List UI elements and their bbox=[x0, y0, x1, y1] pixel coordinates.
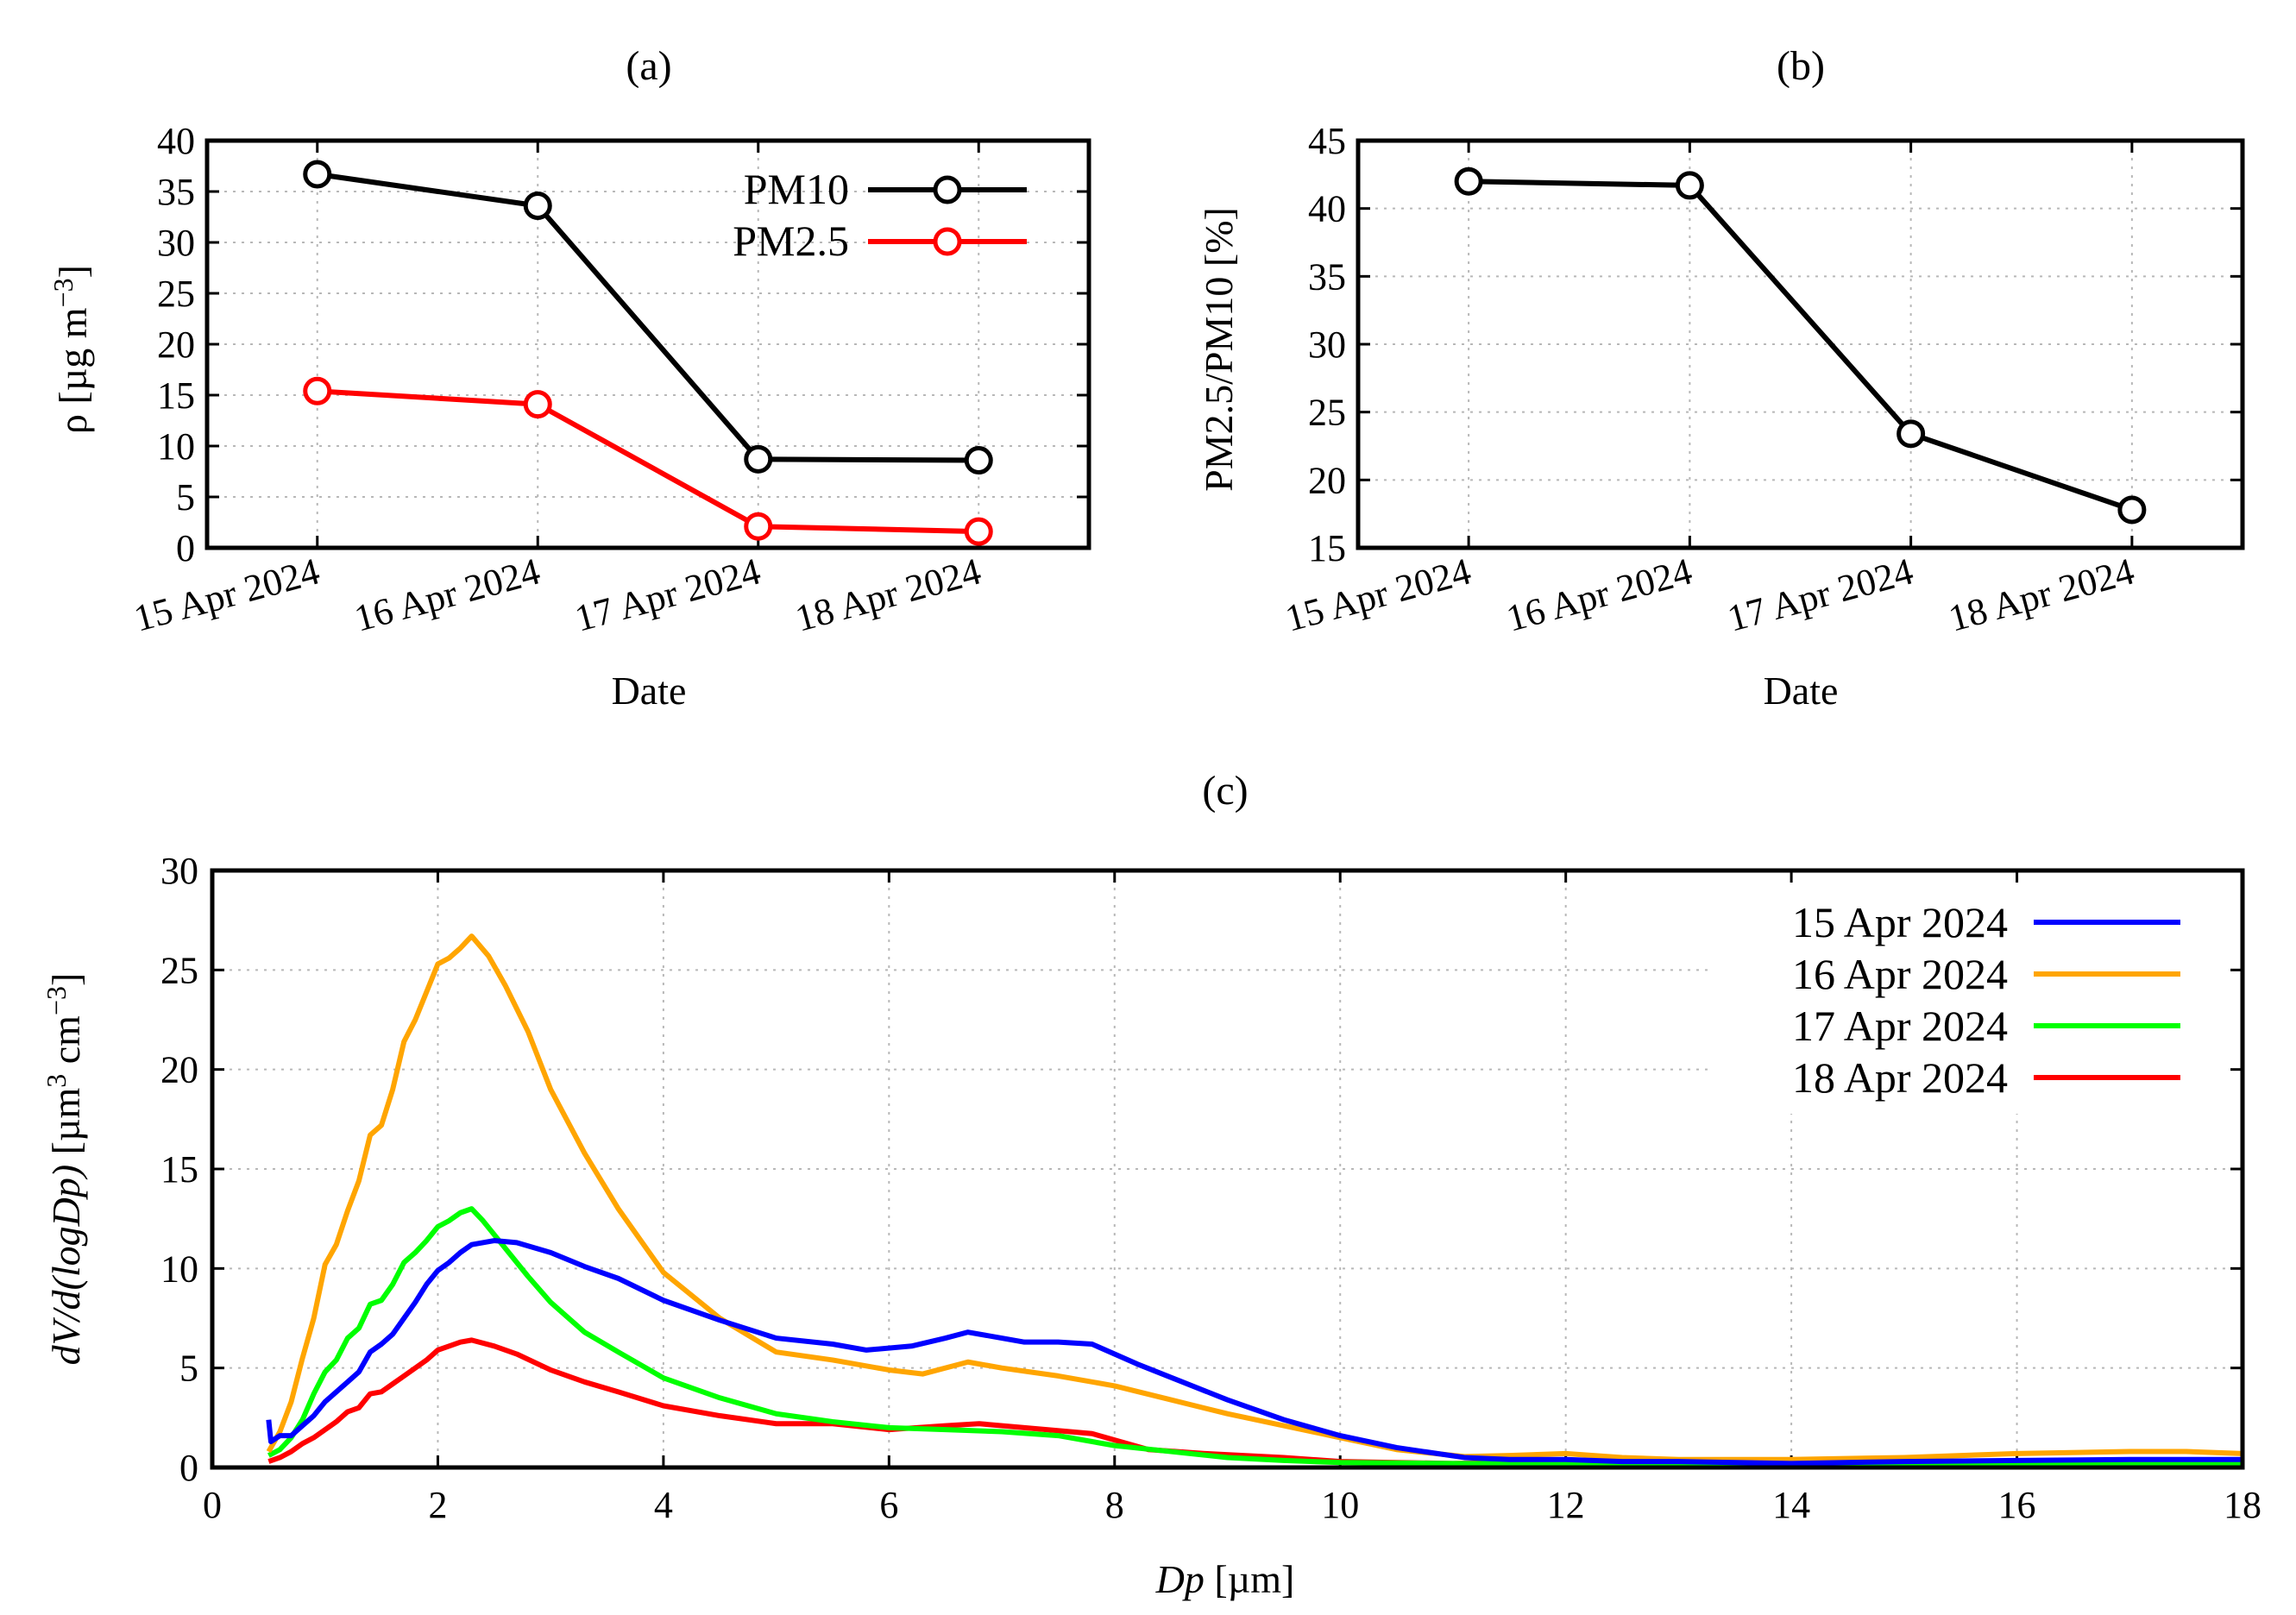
panel-c-title: (c) bbox=[1202, 768, 1248, 814]
data-point bbox=[744, 512, 773, 541]
data-point bbox=[303, 376, 332, 405]
data-point bbox=[523, 192, 552, 221]
legend-label: 18 Apr 2024 bbox=[1792, 1053, 2008, 1102]
y-tick-label: 0 bbox=[176, 527, 195, 569]
y-tick-label: 5 bbox=[176, 476, 195, 518]
y-tick-label: 20 bbox=[1308, 459, 1346, 501]
data-point bbox=[303, 160, 332, 189]
plot-frame bbox=[1356, 138, 2245, 550]
x-tick-label: 15 Apr 2024 bbox=[129, 550, 324, 639]
data-point bbox=[1454, 167, 1483, 196]
panel-a-ylabel: ρ [µg m−3] bbox=[47, 265, 95, 434]
x-tick-label: 17 Apr 2024 bbox=[1723, 550, 1917, 639]
y-tick-label: 40 bbox=[157, 120, 195, 162]
series-line-ratio bbox=[1469, 179, 2133, 512]
x-tick-label: 16 Apr 2024 bbox=[350, 550, 544, 639]
y-tick-label: 35 bbox=[157, 171, 195, 213]
data-point bbox=[1897, 419, 1926, 449]
series-line-16-Apr-2024 bbox=[266, 933, 2243, 1462]
legend-marker bbox=[933, 175, 962, 204]
series-line-17-Apr-2024 bbox=[267, 1206, 2243, 1467]
x-tick-label: 18 Apr 2024 bbox=[1944, 550, 2138, 639]
y-tick-label: 20 bbox=[157, 324, 195, 366]
y-tick-label: 15 bbox=[1308, 527, 1346, 569]
panel-b-xlabel: Date bbox=[1764, 669, 1839, 713]
y-tick-label: 45 bbox=[1308, 120, 1346, 162]
legend-label: 16 Apr 2024 bbox=[1792, 950, 2008, 998]
data-point bbox=[523, 390, 552, 419]
y-tick-label: 25 bbox=[160, 949, 198, 991]
y-tick-label: 15 bbox=[157, 374, 195, 417]
x-tick-label: 0 bbox=[203, 1484, 222, 1526]
series-line-PM10 bbox=[317, 171, 979, 463]
y-tick-label: 20 bbox=[160, 1049, 198, 1091]
y-tick-label: 40 bbox=[1308, 188, 1346, 230]
x-tick-label: 14 bbox=[1772, 1484, 1810, 1526]
data-point bbox=[1675, 171, 1704, 200]
x-tick-label: 16 bbox=[1998, 1484, 2036, 1526]
x-tick-label: 10 bbox=[1321, 1484, 1359, 1526]
panel-c-ylabel: dV/d(logDp) [µm3 cm−3] bbox=[41, 973, 88, 1366]
x-tick-label: 16 Apr 2024 bbox=[1502, 550, 1696, 639]
panel-a-plot: 0 5 10 15 20 25 30 35 40 15 Apr 2024 16 Apr 2024 17… bbox=[129, 120, 1091, 640]
y-tick-label: 15 bbox=[160, 1148, 198, 1191]
x-tick-label: 18 Apr 2024 bbox=[791, 550, 985, 639]
panel-b-title: (b) bbox=[1777, 43, 1825, 89]
y-tick-label: 25 bbox=[157, 273, 195, 315]
data-point bbox=[964, 517, 993, 546]
y-tick-label: 35 bbox=[1308, 255, 1346, 298]
panel-a-title: (a) bbox=[626, 43, 671, 89]
legend-label: PM10 bbox=[744, 165, 849, 213]
data-point bbox=[744, 444, 773, 474]
panel-c-xlabel: Dp [µm] bbox=[1155, 1557, 1295, 1601]
series-line-18-Apr-2024 bbox=[267, 1337, 2243, 1467]
panel-c-plot: 0 5 10 15 20 25 30 0 2 4 6 8 10 12 14 16 18 15 Apr 202416… bbox=[160, 850, 2261, 1526]
legend-label: PM2.5 bbox=[733, 217, 849, 265]
x-tick-label: 12 bbox=[1547, 1484, 1585, 1526]
x-tick-label: 6 bbox=[879, 1484, 898, 1526]
data-point bbox=[2117, 495, 2147, 525]
y-tick-label: 10 bbox=[157, 425, 195, 468]
legend-label: 17 Apr 2024 bbox=[1792, 1002, 2008, 1050]
y-tick-label: 10 bbox=[160, 1247, 198, 1290]
panel-b-ylabel: PM2.5/PM10 [%] bbox=[1197, 207, 1241, 492]
plot-frame bbox=[210, 868, 2245, 1470]
legend-label: 15 Apr 2024 bbox=[1792, 898, 2008, 946]
y-tick-label: 5 bbox=[179, 1348, 198, 1390]
y-tick-label: 30 bbox=[157, 222, 195, 264]
x-tick-label: 2 bbox=[428, 1484, 447, 1526]
x-tick-label: 8 bbox=[1105, 1484, 1124, 1526]
data-point bbox=[964, 446, 993, 475]
y-tick-label: 0 bbox=[179, 1447, 198, 1489]
y-tick-label: 25 bbox=[1308, 392, 1346, 434]
plot-frame bbox=[204, 138, 1091, 550]
x-tick-label: 18 bbox=[2224, 1484, 2261, 1526]
y-tick-label: 30 bbox=[1308, 324, 1346, 366]
legend-marker bbox=[933, 227, 962, 256]
series-line-15-Apr-2024 bbox=[266, 1238, 2243, 1467]
x-tick-label: 17 Apr 2024 bbox=[570, 550, 764, 639]
x-tick-label: 4 bbox=[654, 1484, 673, 1526]
series-line-PM2.5 bbox=[317, 388, 979, 535]
panel-a-xlabel: Date bbox=[612, 669, 687, 713]
y-tick-label: 30 bbox=[160, 850, 198, 892]
